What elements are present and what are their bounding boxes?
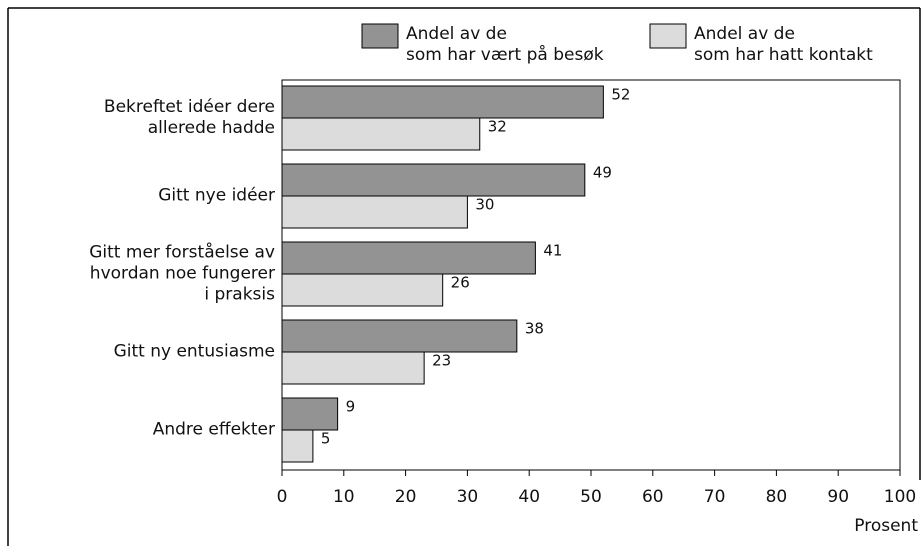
x-tick-label: 50: [580, 487, 602, 507]
x-tick-label: 100: [884, 487, 916, 507]
bar: [281, 429, 314, 463]
legend-label: Andel av de som har hatt kontakt: [694, 24, 873, 65]
value-label: 26: [451, 274, 470, 292]
x-tick-label: 20: [395, 487, 417, 507]
y-tick-label: Gitt ny entusiasme: [113, 341, 275, 362]
bar: [281, 163, 586, 197]
value-label: 5: [321, 430, 331, 448]
legend-label: Andel av de som har vært på besøk: [406, 24, 604, 65]
value-label: 49: [593, 164, 612, 182]
x-tick-label: 0: [277, 487, 288, 507]
legend-swatch: [361, 23, 399, 49]
bar: [281, 85, 604, 119]
bar: [281, 117, 481, 151]
y-tick-label: Bekreftet idéer dere allerede hadde: [103, 97, 275, 138]
bar: [281, 241, 536, 275]
x-tick-label: 30: [457, 487, 479, 507]
y-tick-label: Gitt mer forståelse av hvordan noe funge…: [89, 242, 275, 305]
x-tick-label: 10: [333, 487, 355, 507]
value-label: 52: [611, 86, 630, 104]
value-label: 38: [525, 320, 544, 338]
x-tick-label: 90: [827, 487, 849, 507]
value-label: 32: [488, 118, 507, 136]
bar: [281, 195, 468, 229]
legend-swatch: [649, 23, 687, 49]
x-tick-label: 80: [766, 487, 788, 507]
bar: [281, 273, 444, 307]
bar: [281, 319, 518, 353]
value-label: 30: [475, 196, 494, 214]
bar: [281, 397, 339, 431]
value-label: 9: [346, 398, 356, 416]
y-tick-label: Andre effekter: [152, 419, 275, 440]
x-tick-label: 40: [518, 487, 540, 507]
x-tick-label: 70: [704, 487, 726, 507]
y-tick-label: Gitt nye idéer: [158, 185, 275, 206]
value-label: 23: [432, 352, 451, 370]
x-tick-label: 60: [642, 487, 664, 507]
x-axis-label: Prosent: [854, 516, 918, 536]
value-label: 41: [543, 242, 562, 260]
bar: [281, 351, 425, 385]
